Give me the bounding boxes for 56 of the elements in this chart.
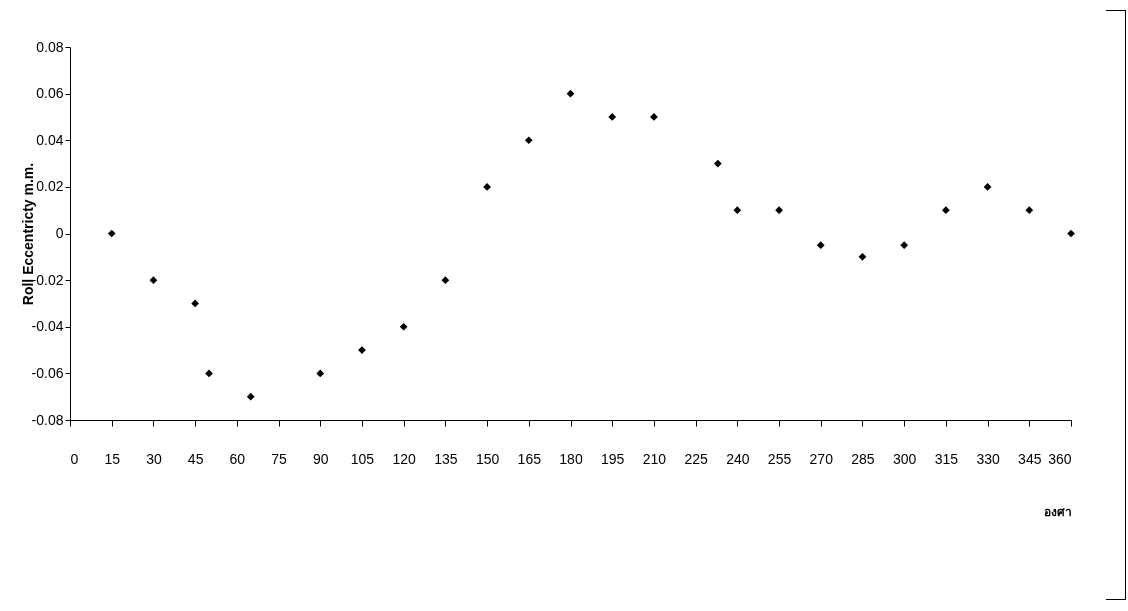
x-tick-label: 270 (809, 450, 834, 467)
point (775, 206, 783, 215)
x-tick-label: 330 (976, 450, 1000, 467)
x-tick-label: 90 (312, 450, 329, 467)
point (524, 136, 533, 145)
x-tick-label: 285 (851, 450, 875, 467)
point (205, 369, 213, 378)
y-tick-label: -0.06 (31, 364, 64, 381)
point (107, 229, 116, 238)
x-tick-label: 225 (684, 450, 709, 467)
point (942, 206, 950, 215)
point (983, 183, 992, 191)
x-tick-label: 75 (271, 450, 288, 467)
x-tick-label: 345 (1018, 450, 1042, 467)
x-tick-label: 150 (475, 450, 500, 467)
x-axis-title: องศา (1043, 504, 1072, 519)
y-tick-label: -0.04 (31, 318, 64, 335)
y-tick-label: 0 (55, 225, 64, 241)
x-tick-label: 120 (392, 450, 417, 467)
point (191, 299, 199, 308)
y-tick-label: 0.02 (36, 178, 64, 195)
x-tick-label: 0 (70, 450, 79, 467)
point (316, 369, 325, 378)
point (483, 183, 491, 191)
x-tick-label: 210 (642, 450, 667, 467)
y-tick-label: 0.06 (36, 85, 64, 102)
point (816, 241, 825, 250)
x-tick-label: 240 (726, 450, 750, 467)
x-tick-label: 315 (934, 450, 959, 467)
point (441, 276, 450, 284)
x-tick-label: 45 (187, 450, 204, 467)
point (399, 322, 408, 331)
x-tick-label: 195 (601, 450, 625, 467)
point (650, 113, 658, 121)
x-tick-label: 360 (1048, 450, 1072, 467)
y-tick-label: 0.04 (36, 131, 64, 148)
point (149, 276, 158, 284)
x-tick-label: 60 (229, 450, 246, 467)
point (246, 392, 255, 401)
x-tick-label: 180 (559, 450, 583, 467)
x-tick-label: 105 (350, 450, 375, 467)
x-tick-label: 255 (767, 450, 792, 467)
point (1025, 206, 1034, 215)
point (714, 159, 722, 168)
x-tick-label: 165 (517, 450, 542, 467)
x-tick-label: 30 (146, 450, 162, 467)
x-tick-label: 300 (892, 450, 917, 467)
y-tick-label: 0.08 (36, 38, 64, 55)
point (608, 113, 617, 121)
point (858, 252, 867, 261)
point (733, 206, 742, 215)
point (1067, 229, 1075, 238)
y-tick-label: -0.08 (31, 411, 64, 428)
x-tick-label: 135 (434, 450, 458, 467)
point (900, 241, 909, 250)
x-tick-label: 15 (104, 450, 121, 467)
